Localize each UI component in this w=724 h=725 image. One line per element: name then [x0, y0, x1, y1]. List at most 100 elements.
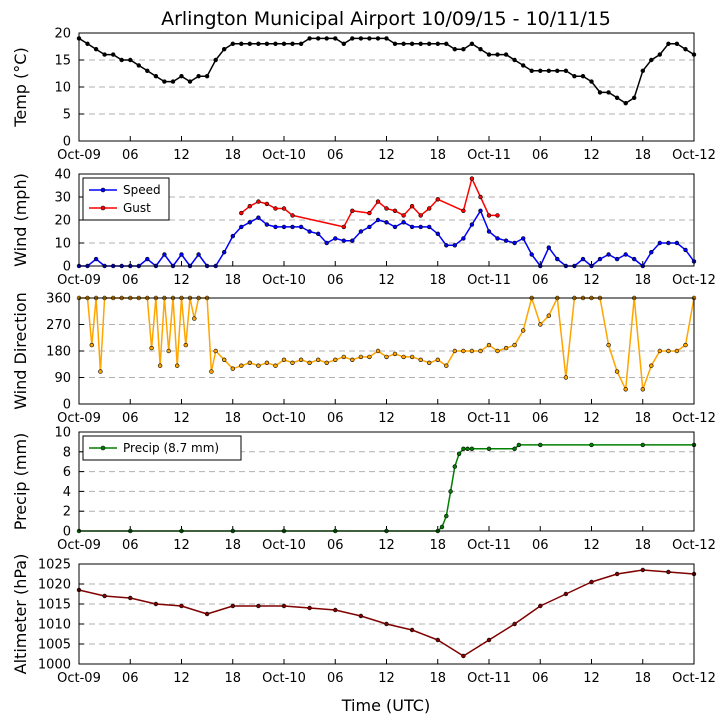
wind-data-point	[486, 229, 492, 234]
wind-series-line	[79, 210, 695, 267]
winddir-data-point	[606, 342, 611, 348]
wind-data-point	[222, 250, 227, 255]
wind-data-point	[495, 213, 500, 218]
temp-data-point	[273, 41, 278, 46]
altimeter-data-point	[461, 653, 466, 659]
winddir-axes-frame	[78, 297, 695, 405]
wind-data-point	[435, 197, 440, 202]
wind-data-point	[503, 238, 509, 243]
altimeter-xtick-label: 12	[583, 671, 600, 686]
temp-axes-frame	[78, 32, 695, 142]
temp-ytick-label: 0	[63, 135, 71, 150]
temp-data-point	[375, 36, 381, 41]
winddir-data-point	[166, 348, 171, 354]
altimeter-xtick-label: 06	[532, 671, 549, 686]
temp-data-point	[247, 41, 253, 46]
winddir-data-point	[469, 348, 475, 354]
winddir-data-point	[683, 342, 688, 348]
wind-data-point	[273, 206, 278, 211]
temp-data-point	[110, 52, 116, 57]
wind-xtick-label: 18	[224, 273, 241, 288]
temp-data-point	[264, 41, 270, 46]
temp-y-axis-label: Temp (°C)	[11, 47, 30, 127]
winddir-data-point	[614, 369, 620, 374]
altimeter-data-point	[538, 603, 543, 609]
wind-data-point	[469, 222, 475, 227]
altimeter-data-point	[204, 611, 210, 617]
winddir-data-point	[478, 348, 483, 354]
temp-xtick-label: 18	[224, 148, 241, 163]
wind-ytick-label: 10	[54, 237, 71, 252]
altimeter-data-point	[589, 579, 594, 585]
altimeter-data-point	[614, 571, 620, 577]
panel-winddir: 0 90 180 270 360 Oct-09 06 12 18 Oct-10 06 12 18 Oct-…	[11, 292, 716, 427]
precip-xtick-label: 18	[634, 538, 651, 553]
winddir-data-point	[367, 354, 372, 360]
temp-data-point	[683, 46, 688, 52]
altimeter-data-point	[435, 637, 440, 643]
temp-data-point	[401, 41, 406, 46]
precip-xtick-label: 12	[173, 538, 190, 553]
altimeter-ytick-label: 1010	[38, 618, 71, 633]
altimeter-data-point	[179, 603, 184, 609]
temp-xtick-label: 06	[122, 148, 139, 163]
wind-data-point	[316, 231, 321, 237]
altimeter-xtick-label: Oct-11	[467, 671, 511, 686]
wind-data-point	[614, 256, 620, 262]
wind-data-point	[93, 256, 99, 262]
winddir-data-point	[435, 357, 440, 362]
wind-data-point	[281, 224, 287, 230]
altimeter-ytick-label: 1005	[38, 638, 71, 653]
altimeter-data-point	[640, 567, 645, 573]
winddir-data-point	[273, 363, 278, 368]
wind-xtick-label: 06	[327, 273, 344, 288]
temp-data-point	[572, 73, 577, 79]
winddir-ytick-label: 0	[63, 398, 71, 413]
temp-data-point	[384, 36, 389, 41]
temp-data-point	[281, 41, 287, 46]
wind-xtick-label: 18	[429, 273, 446, 288]
wind-data-point	[478, 194, 483, 200]
panel-wind: 0 10 20 30 40 Oct-09 06 12 18 Oct-10 06 12 18 Oct-11 0…	[11, 168, 716, 289]
wind-data-point	[239, 210, 244, 216]
temp-data-point	[128, 57, 133, 63]
altimeter-series-line	[78, 569, 695, 657]
wind-data-point	[444, 243, 449, 248]
wind-xtick-label: 06	[532, 273, 549, 288]
winddir-data-point	[666, 348, 671, 354]
precip-data-point	[465, 446, 470, 451]
wind-legend-marker	[100, 187, 106, 193]
temp-data-point	[606, 90, 611, 95]
wind-data-point	[418, 213, 423, 218]
winddir-xtick-label: Oct-12	[672, 411, 716, 426]
winddir-xtick-label: 12	[378, 411, 395, 426]
temp-data-point	[298, 41, 304, 46]
altimeter-ytick-label: 1025	[38, 558, 71, 573]
panel-temp: 0 5 10 15 20 Oct-09 06 12 18 Oct-10 06 12 18 Oct-11 06…	[11, 27, 716, 164]
temp-xtick-label: Oct-09	[57, 148, 101, 163]
temp-data-point	[640, 68, 645, 74]
wind-data-point	[401, 213, 406, 218]
winddir-ytick-label: 90	[54, 371, 71, 386]
temp-data-point	[469, 41, 475, 46]
wind-data-point	[486, 213, 492, 218]
temp-data-point	[427, 41, 432, 46]
altimeter-data-point	[666, 569, 671, 575]
wind-data-point	[384, 206, 389, 211]
precip-xtick-label: 18	[224, 538, 241, 553]
winddir-data-point	[546, 313, 551, 318]
altimeter-data-point	[230, 603, 236, 609]
temp-xtick-label: 12	[173, 148, 190, 163]
wind-ytick-label: 30	[54, 191, 71, 206]
wind-axes-frame	[78, 173, 695, 267]
precip-xtick-label: Oct-12	[672, 538, 716, 553]
wind-data-point	[264, 222, 270, 227]
temp-xtick-label: 06	[327, 148, 344, 163]
panel-altimeter: 1000 1005 1010 1015 1020 1025 Oct-09 06 12 18 Oct-…	[11, 554, 716, 686]
temp-data-point	[162, 79, 167, 84]
temp-data-point	[333, 36, 338, 41]
precip-ytick-label: 0	[63, 525, 71, 540]
precip-data-point	[444, 513, 449, 519]
winddir-data-point	[452, 348, 457, 354]
altimeter-series-0	[76, 567, 697, 659]
